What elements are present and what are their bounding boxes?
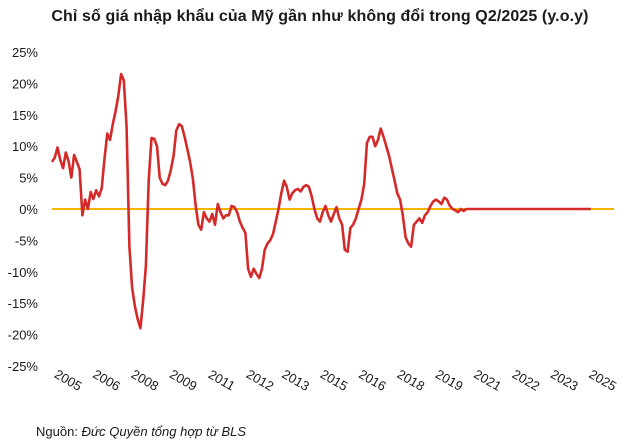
x-tick-label: 2013: [280, 366, 313, 393]
x-tick-label: 2011: [206, 367, 238, 394]
x-tick-label: 2021: [471, 366, 504, 393]
source-note: Nguồn: Đức Quyền tổng hợp từ BLS: [36, 424, 246, 439]
y-tick-label: 10%: [12, 139, 38, 154]
x-tick-label: 2012: [244, 366, 277, 393]
x-tick-label: 2025: [587, 366, 620, 393]
y-tick-label: 20%: [12, 76, 38, 91]
y-tick-label: 25%: [12, 45, 38, 60]
x-tick-label: 2009: [167, 366, 200, 393]
chart-title: Chỉ số giá nhập khẩu của Mỹ gần như khôn…: [51, 8, 589, 25]
y-tick-label: -10%: [8, 265, 39, 280]
x-tick-label: 2015: [318, 366, 351, 393]
y-tick-label: 15%: [12, 108, 38, 123]
y-axis-ticks: 25% 20% 15% 10% 5% 0% -5% -10% -15% -20% -25%: [8, 45, 39, 374]
x-tick-label: 2006: [90, 366, 123, 393]
y-tick-label: -25%: [8, 359, 39, 374]
y-tick-label: 5%: [19, 171, 38, 186]
x-tick-label: 2023: [548, 366, 581, 393]
series-line: [50, 72, 591, 330]
y-tick-label: 0%: [19, 202, 38, 217]
x-tick-label: 2016: [356, 366, 389, 393]
y-tick-label: -5%: [15, 233, 39, 248]
x-tick-label: 2018: [395, 366, 428, 393]
source-label: Nguồn:: [36, 424, 82, 439]
y-tick-label: -15%: [8, 296, 39, 311]
y-tick-label: -20%: [8, 328, 39, 343]
x-tick-label: 2022: [510, 366, 543, 393]
source-text: Đức Quyền tổng hợp từ BLS: [81, 424, 247, 439]
x-axis-ticks: 2005 2006 2008 2009 2011 2012 2013 2015 2016 2018…: [52, 366, 619, 393]
x-tick-label: 2008: [129, 366, 162, 393]
x-tick-label: 2019: [433, 366, 466, 393]
x-tick-label: 2005: [52, 366, 85, 393]
